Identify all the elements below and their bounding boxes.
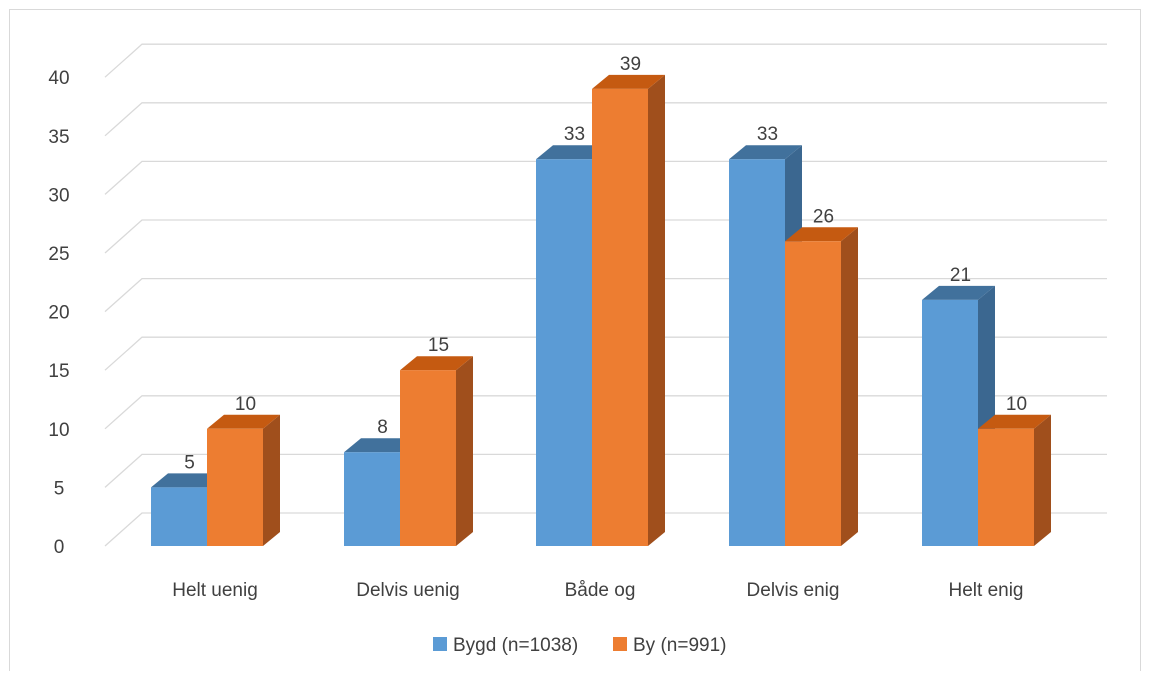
y-tick-label: 10: [48, 420, 69, 441]
legend-swatch: [613, 637, 627, 651]
x-tick-label: Helt uenig: [172, 580, 258, 601]
data-label: 8: [377, 417, 388, 438]
bar-front: [207, 429, 263, 546]
bars: 5 8 33 33 21 10 15 39 26 10: [151, 54, 1051, 546]
bar-front: [785, 241, 841, 546]
legend-item: Bygd (n=1038): [433, 635, 578, 656]
bar-front: [922, 300, 978, 546]
x-axis: Helt uenig Delvis uenig Både og Delvis enig…: [172, 580, 1023, 601]
x-tick-label: Både og: [565, 580, 636, 601]
y-tick-label: 30: [48, 185, 69, 206]
x-tick-label: Delvis enig: [747, 580, 840, 601]
chart-frame: 0 5 10 15 20 25 30 35 40 5 8 33 33 21 10 15 39 26 10 Helt…: [9, 9, 1141, 671]
bar-side: [263, 415, 280, 546]
y-tick-label: 25: [48, 244, 69, 265]
data-label: 26: [813, 206, 834, 227]
legend-swatch: [433, 637, 447, 651]
data-label: 10: [235, 394, 256, 415]
x-tick-label: Helt enig: [949, 580, 1024, 601]
bar: [592, 75, 665, 546]
y-tick-label: 15: [48, 361, 69, 382]
legend-item: By (n=991): [613, 635, 726, 656]
bar-side: [456, 356, 473, 546]
data-label: 33: [757, 124, 778, 145]
legend-label: By (n=991): [633, 635, 726, 656]
bar-front: [344, 452, 400, 546]
x-tick-label: Delvis uenig: [356, 580, 460, 601]
bar-side: [648, 75, 665, 546]
bar: [207, 415, 280, 546]
y-tick-label: 0: [54, 537, 65, 558]
bar-chart: 0 5 10 15 20 25 30 35 40 5 8 33 33 21 10 15 39 26 10 Helt…: [10, 10, 1142, 672]
legend: Bygd (n=1038) By (n=991): [433, 635, 726, 656]
data-label: 15: [428, 335, 449, 356]
data-label: 10: [1006, 394, 1027, 415]
bar-front: [729, 159, 785, 546]
legend-label: Bygd (n=1038): [453, 635, 578, 656]
bar-front: [151, 487, 207, 546]
data-label: 5: [184, 452, 195, 473]
data-label: 21: [950, 265, 971, 286]
data-label: 33: [564, 124, 585, 145]
bar-front: [978, 429, 1034, 546]
data-label: 39: [620, 54, 641, 75]
bar-front: [400, 370, 456, 546]
y-tick-label: 40: [48, 68, 69, 89]
bar-side: [841, 227, 858, 546]
bar: [400, 356, 473, 546]
bar: [978, 415, 1051, 546]
y-tick-label: 35: [48, 127, 69, 148]
bar-front: [536, 159, 592, 546]
bar-side: [1034, 415, 1051, 546]
y-tick-label: 5: [54, 478, 65, 499]
bar: [785, 227, 858, 546]
y-tick-label: 20: [48, 303, 69, 324]
bar-front: [592, 89, 648, 546]
gridline: [105, 44, 1107, 77]
y-axis: 0 5 10 15 20 25 30 35 40: [48, 68, 69, 558]
